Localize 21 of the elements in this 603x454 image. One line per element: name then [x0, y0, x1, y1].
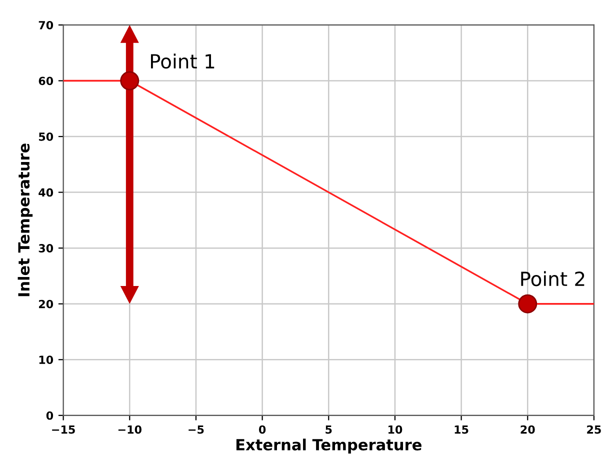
y-tick-label: 40: [38, 188, 54, 197]
y-axis-title: Inlet Temperature: [18, 144, 33, 296]
x-tick-label: 0: [258, 425, 266, 434]
x-axis-title: External Temperature: [236, 438, 422, 454]
x-tick-label: 20: [520, 425, 535, 434]
y-tick-label: 70: [38, 20, 54, 30]
x-tick-label: 5: [326, 425, 332, 434]
y-tick-label: 0: [46, 411, 54, 420]
x-tick-label: 10: [388, 425, 402, 434]
y-tick-label: 10: [39, 356, 54, 364]
x-tick-label: 15: [454, 425, 468, 434]
x-tick-label: 25: [587, 425, 601, 434]
y-tick-label: 50: [38, 132, 54, 141]
y-tick-label: 30: [38, 244, 54, 252]
x-tick-label: −15: [52, 425, 75, 434]
y-tick-label: 20: [39, 300, 54, 308]
annotation: Point 1: [150, 54, 214, 69]
x-tick-label: −5: [188, 425, 204, 434]
annotation: Point 2: [521, 271, 584, 286]
x-tick-label: −10: [118, 425, 142, 434]
y-tick-label: 60: [38, 76, 54, 86]
